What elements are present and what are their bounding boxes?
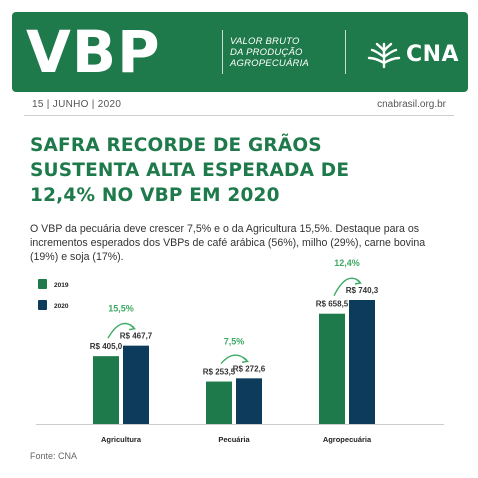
legend-swatch-2019 — [38, 279, 47, 289]
banner-subtitle: VALOR BRUTO DA PRODUÇÃO AGROPECUÁRIA — [230, 36, 340, 69]
headline: SAFRA RECORDE DE GRÃOS SUSTENTA ALTA ESP… — [30, 133, 460, 208]
source-note: Fonte: CNA — [30, 451, 78, 461]
data-label-Agricultura-2020: R$ 467,7 — [120, 332, 153, 341]
bar-Pecuária-2019 — [206, 381, 232, 424]
cna-leaf-icon — [367, 42, 401, 69]
banner-divider — [345, 30, 346, 74]
growth-label-Pecuária: 7,5% — [224, 336, 245, 346]
data-label-Pecuária-2019: R$ 253,5 — [203, 368, 236, 377]
cna-logo-text: CNA — [406, 42, 460, 67]
lead-paragraph: O VBP da pecuária deve crescer 7,5% e o … — [30, 223, 426, 263]
divider-rule — [24, 115, 454, 116]
headline-line: 12,4% NO VBP EM 2020 — [30, 185, 280, 206]
subtitle-line: AGROPECUÁRIA — [230, 58, 309, 69]
legend-label-2019: 2019 — [54, 282, 69, 289]
bar-Pecuária-2020 — [236, 378, 262, 424]
bar-Agricultura-2019 — [93, 356, 119, 424]
header-banner: VBP VALOR BRUTO DA PRODUÇÃO AGROPECUÁRIA… — [12, 12, 468, 92]
headline-line: SUSTENTA ALTA ESPERADA DE — [30, 160, 350, 181]
headline-line: SAFRA RECORDE DE GRÃOS — [30, 135, 322, 156]
bar-Agricultura-2020 — [123, 345, 149, 424]
data-label-Pecuária-2020: R$ 272,6 — [233, 364, 266, 373]
growth-arrowhead-Agricultura — [128, 324, 137, 331]
category-label-Pecuária: Pecuária — [218, 435, 250, 444]
site-link[interactable]: cnabrasil.org.br — [377, 99, 446, 110]
legend-swatch-2020 — [38, 300, 47, 310]
legend-label-2020: 2020 — [54, 303, 69, 310]
subtitle-line: VALOR BRUTO — [230, 36, 300, 47]
data-label-Agricultura-2019: R$ 405,0 — [90, 342, 123, 351]
growth-label-Agricultura: 15,5% — [108, 304, 134, 314]
growth-label-Agropecuária: 12,4% — [334, 258, 360, 268]
bar-Agropecuária-2019 — [319, 313, 345, 424]
growth-arrowhead-Pecuária — [241, 356, 250, 364]
bar-Agropecuária-2020 — [349, 300, 375, 424]
data-label-Agropecuária-2019: R$ 658,5 — [316, 300, 349, 309]
subtitle-line: DA PRODUÇÃO — [230, 47, 303, 58]
growth-arrowhead-Agropecuária — [354, 278, 363, 285]
category-label-Agropecuária: Agropecuária — [323, 435, 372, 444]
category-label-Agricultura: Agricultura — [101, 435, 142, 444]
data-label-Agropecuária-2020: R$ 740,3 — [346, 286, 379, 295]
banner-divider — [222, 30, 223, 74]
publication-date: 15 | JUNHO | 2020 — [32, 99, 122, 110]
brand-title: VBP — [26, 18, 161, 86]
